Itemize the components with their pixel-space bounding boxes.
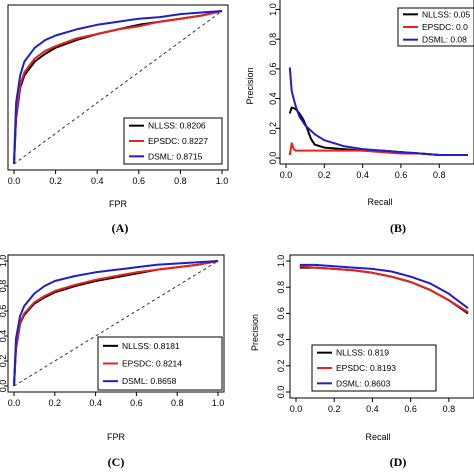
- panel-d-xtick-label: 0.6: [404, 404, 417, 414]
- panel-c-xtick-label: 1.0: [212, 398, 225, 408]
- panel-d-ytick-label: 0.4: [276, 333, 286, 346]
- panel-b-ytick-label: 0.0: [268, 152, 278, 165]
- panel-d-ytick-label: 0.6: [276, 307, 286, 320]
- panel-d-caption: (D): [390, 455, 407, 469]
- panel-b-ytick-label: 1.0: [268, 3, 278, 16]
- panel-d-series-epsdc: [299, 265, 469, 313]
- panel-c-xtick-label: 0.4: [89, 398, 102, 408]
- panel-d-ytick-label: 1.0: [276, 255, 286, 268]
- panel-c-xtick-label: 0.2: [49, 398, 62, 408]
- panel-c-legend-entry: NLLSS: 0.8181: [122, 341, 180, 351]
- panel-c-caption: (C): [108, 455, 125, 469]
- panel-c-ytick-label: 1.0: [0, 255, 8, 268]
- panel-a-caption: (A): [112, 221, 129, 235]
- panel-b-legend-entry: DSML: 0.08: [422, 35, 467, 45]
- panel-a-diagonal: [13, 10, 223, 165]
- panel-a-xtick-label: 0.0: [8, 176, 21, 186]
- panel-d-frame: [289, 254, 474, 399]
- panel-b-legend-entry: EPSDC: 0.0: [422, 22, 468, 32]
- panel-b-series-nllss: [288, 106, 468, 156]
- panel-b-ytick-label: 0.2: [268, 122, 278, 135]
- panel-c-xtick-label: 0.0: [8, 398, 21, 408]
- panel-d-xtick-label: 0.0: [290, 404, 303, 414]
- panel-c-xtick-label: 0.6: [130, 398, 143, 408]
- panel-c-legend-entry: DSML: 0.8658: [122, 376, 177, 386]
- panel-a-xtick-label: 0.8: [174, 176, 187, 186]
- panel-a-legend-entry: NLLSS: 0.8206: [148, 121, 206, 131]
- panel-d-ylabel: Precision: [250, 314, 260, 351]
- panel-c-ytick-label: 0.0: [0, 380, 8, 393]
- panel-b-ylabel: Precision: [245, 67, 255, 104]
- panel-b-legend-entry: NLLSS: 0.05: [422, 9, 470, 19]
- panel-d-legend-entry: NLLSS: 0.819: [336, 348, 389, 358]
- panel-b-xlabel: Recall: [367, 197, 392, 207]
- panel-a-xtick-label: 1.0: [216, 176, 229, 186]
- panel-b-ytick-label: 0.6: [268, 63, 278, 76]
- panel-c-series-dsml: [13, 260, 219, 387]
- panel-a-frame: [7, 4, 229, 171]
- panel-a-legend-entry: DSML: 0.8715: [148, 151, 203, 161]
- panel-b-xtick-label: 0.6: [395, 170, 408, 180]
- panel-c-ytick-label: 0.2: [0, 355, 8, 368]
- panel-d-ytick-label: 0.2: [276, 360, 286, 373]
- panel-d-ytick-label: 0.8: [276, 281, 286, 294]
- panel-c-legend-entry: EPSDC: 0.8214: [122, 359, 182, 369]
- panel-d-xlabel: Recall: [365, 432, 390, 442]
- panel-a-legend-entry: EPSDC: 0.8227: [148, 136, 208, 146]
- panel-a-xtick-label: 0.2: [49, 176, 62, 186]
- panel-c-ytick-label: 0.6: [0, 305, 8, 318]
- panel-b-ytick-label: 0.4: [268, 92, 278, 105]
- panel-c-ytick-label: 0.4: [0, 330, 8, 343]
- panel-c-xtick-label: 0.8: [171, 398, 184, 408]
- panel-a-xtick-label: 0.6: [133, 176, 146, 186]
- panel-d-legend-entry: EPSDC: 0.8193: [336, 363, 396, 373]
- panel-c-legend-box: [97, 336, 223, 391]
- panel-b-xtick-label: 0.2: [318, 170, 331, 180]
- panel-d-legend-box: [311, 344, 437, 392]
- panel-d-xtick-label: 0.4: [366, 404, 379, 414]
- panel-c-diagonal: [13, 260, 219, 387]
- panel-b-xtick-label: 0.8: [433, 170, 446, 180]
- panel-d-legend-entry: DSML: 0.8603: [336, 378, 391, 388]
- panel-b-caption: (B): [390, 221, 406, 235]
- panel-c-series-epsdc: [13, 260, 219, 387]
- panel-a-xlabel: FPR: [109, 199, 128, 209]
- panel-b-frame: [279, 0, 474, 165]
- panel-b-xtick-label: 0.4: [356, 170, 369, 180]
- panel-d-series-dsml: [299, 263, 469, 309]
- panel-b-xtick-label: 0.0: [280, 170, 293, 180]
- panel-b-series-dsml: [288, 67, 468, 156]
- panel-b-ytick-label: 0.8: [268, 33, 278, 46]
- panel-c-xlabel: FPR: [107, 432, 126, 442]
- panel-a-xtick-label: 0.4: [91, 176, 104, 186]
- panel-a-series-epsdc: [13, 10, 223, 165]
- panel-d-xtick-label: 0.8: [443, 404, 456, 414]
- panel-c-frame: [7, 254, 225, 393]
- panel-d-xtick-label: 0.2: [328, 404, 341, 414]
- panel-a-series-dsml: [13, 10, 223, 165]
- panel-c-ytick-label: 0.8: [0, 280, 8, 293]
- panel-d-ytick-label: 0.0: [276, 386, 286, 399]
